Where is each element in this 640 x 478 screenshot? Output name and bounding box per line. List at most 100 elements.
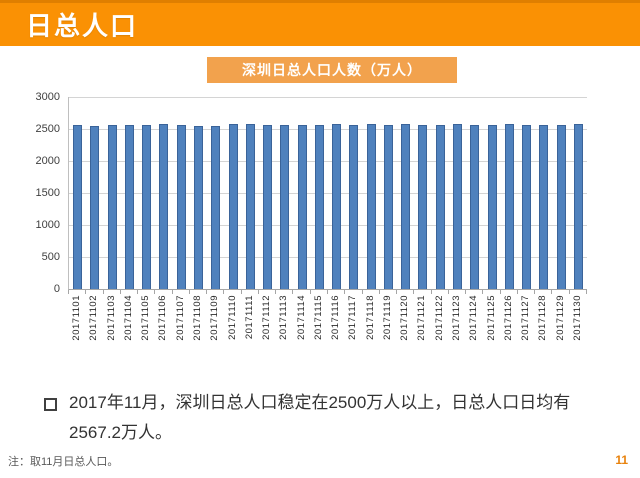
chart-title-badge: 深圳日总人口人数（万人） xyxy=(207,57,457,83)
x-tick xyxy=(568,290,570,294)
x-tick xyxy=(447,290,449,294)
gridline xyxy=(69,161,587,162)
bar-slot xyxy=(449,97,466,289)
x-axis-label: 20171113 xyxy=(278,295,290,340)
x-tick xyxy=(413,290,415,294)
bar-slot xyxy=(518,97,535,289)
bar xyxy=(245,123,255,289)
footnote: 注：取11月日总人口。 xyxy=(8,456,119,468)
bar xyxy=(349,124,359,289)
x-axis-label: 20171106 xyxy=(157,295,169,341)
bar xyxy=(90,125,100,289)
gridline xyxy=(69,129,587,130)
x-label-slot: 20171129 xyxy=(551,295,568,367)
bar xyxy=(573,124,583,289)
x-label-slot: 20171130 xyxy=(569,295,586,367)
bar-slot xyxy=(155,97,172,289)
bar xyxy=(124,124,134,289)
x-label-slot: 20171111 xyxy=(241,295,258,367)
x-tick xyxy=(396,290,398,294)
x-label-slot: 20171122 xyxy=(431,295,448,367)
page-title: 日总人口 xyxy=(26,11,139,41)
x-axis-label: 20171130 xyxy=(571,295,583,341)
slide-header: 日总人口 xyxy=(0,0,640,46)
bar xyxy=(280,125,290,289)
bar xyxy=(366,124,376,289)
x-axis-label: 20171119 xyxy=(381,295,393,340)
bar-chart: 0 500 1000 1500 2000 2500 3000 20171101 2017110… xyxy=(0,85,640,375)
bar-slot xyxy=(311,97,328,289)
bar xyxy=(332,124,342,289)
x-axis-label: 20171128 xyxy=(537,295,549,341)
x-tick xyxy=(516,290,518,294)
gridline xyxy=(69,257,587,258)
bar xyxy=(159,124,169,289)
x-label-slot: 20171119 xyxy=(379,295,396,367)
x-axis-label: 20171104 xyxy=(122,295,134,341)
bar-slot xyxy=(207,97,224,289)
bar-slot xyxy=(138,97,155,289)
y-axis-label: 0 xyxy=(53,283,60,295)
bar xyxy=(142,124,152,289)
bar xyxy=(314,124,324,289)
x-label-slot: 20171125 xyxy=(482,295,499,367)
x-axis-label: 20171122 xyxy=(433,295,445,341)
x-tick xyxy=(551,290,553,294)
bar-slot xyxy=(293,97,310,289)
x-tick xyxy=(378,290,380,294)
bar xyxy=(176,125,186,289)
bar-slot xyxy=(570,97,587,289)
bar xyxy=(452,124,462,289)
bar-slot xyxy=(483,97,500,289)
x-axis-label: 20171109 xyxy=(209,295,221,341)
x-tick xyxy=(585,290,587,294)
x-label-slot: 20171102 xyxy=(85,295,102,367)
bar xyxy=(193,125,203,289)
bar-slot xyxy=(104,97,121,289)
x-label-slot: 20171101 xyxy=(68,295,85,367)
bar xyxy=(228,124,238,289)
bar-slot xyxy=(173,97,190,289)
x-axis-label: 20171121 xyxy=(416,295,428,341)
x-label-slot: 20171118 xyxy=(362,295,379,367)
y-axis-label: 1000 xyxy=(35,219,60,231)
x-tick xyxy=(482,290,484,294)
bar-slot xyxy=(432,97,449,289)
bar-slot xyxy=(345,97,362,289)
x-label-slot: 20171123 xyxy=(448,295,465,367)
x-tick xyxy=(188,290,190,294)
chart-title: 深圳日总人口人数（万人） xyxy=(242,62,422,78)
bar-slot xyxy=(121,97,138,289)
bar xyxy=(539,125,549,289)
x-tick xyxy=(154,290,156,294)
y-axis-label: 3000 xyxy=(35,91,60,103)
x-axis-label: 20171112 xyxy=(261,295,273,340)
x-label-slot: 20171105 xyxy=(137,295,154,367)
bar xyxy=(556,125,566,289)
x-tick xyxy=(275,290,277,294)
x-axis-label: 20171108 xyxy=(191,295,203,341)
bar xyxy=(263,124,273,289)
x-label-slot: 20171104 xyxy=(120,295,137,367)
bar-slot xyxy=(535,97,552,289)
x-label-slot: 20171124 xyxy=(465,295,482,367)
x-label-slot: 20171121 xyxy=(413,295,430,367)
x-label-slot: 20171108 xyxy=(189,295,206,367)
bar xyxy=(401,124,411,289)
x-label-slot: 20171120 xyxy=(396,295,413,367)
bar-slot xyxy=(86,97,103,289)
bullet-square-icon xyxy=(44,398,57,411)
x-label-slot: 20171116 xyxy=(327,295,344,367)
x-label-slot: 20171109 xyxy=(206,295,223,367)
bar-slot xyxy=(328,97,345,289)
x-axis-label: 20171129 xyxy=(554,295,566,341)
bar xyxy=(107,124,117,289)
bar xyxy=(435,124,445,289)
y-axis-label: 1500 xyxy=(35,187,60,199)
x-label-slot: 20171128 xyxy=(534,295,551,367)
x-tick xyxy=(465,290,467,294)
x-axis-label: 20171102 xyxy=(88,295,100,341)
bar xyxy=(211,125,221,289)
x-tick xyxy=(223,290,225,294)
